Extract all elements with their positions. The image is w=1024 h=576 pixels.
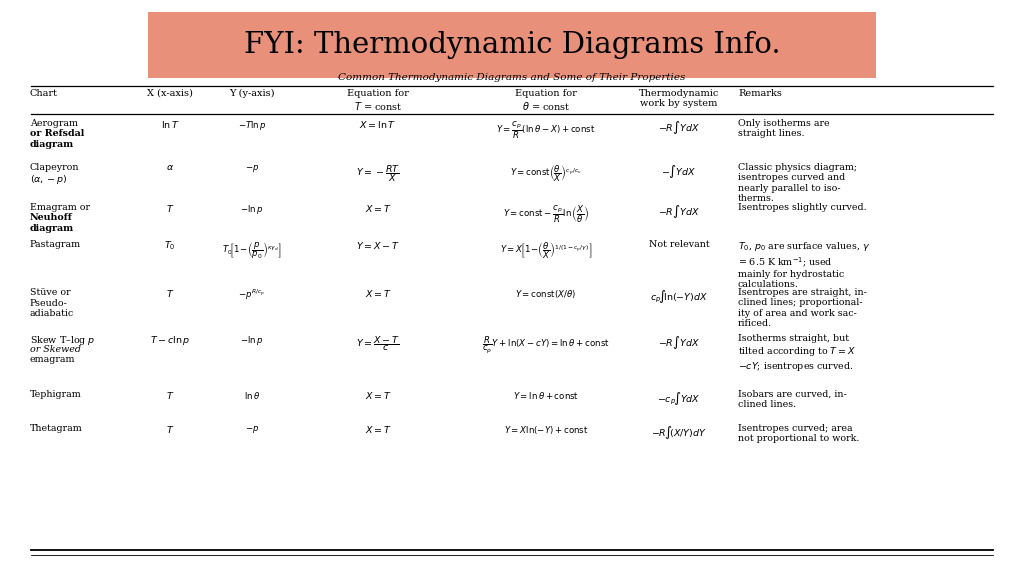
Text: $-p^{R/c_p}$: $-p^{R/c_p}$ bbox=[239, 288, 265, 302]
Text: $-c_p\!\int YdX$: $-c_p\!\int YdX$ bbox=[657, 390, 700, 407]
Text: $Y = \ln\theta + \mathrm{const}$: $Y = \ln\theta + \mathrm{const}$ bbox=[513, 390, 579, 401]
Text: $-\int YdX$: $-\int YdX$ bbox=[662, 163, 696, 180]
Text: $-R\int YdX$: $-R\int YdX$ bbox=[658, 334, 700, 351]
Text: Emagram or: Emagram or bbox=[30, 203, 90, 212]
Text: $X = T$: $X = T$ bbox=[365, 203, 391, 214]
Text: Isentropes curved; area
not proportional to work.: Isentropes curved; area not proportional… bbox=[738, 424, 859, 444]
Text: adiabatic: adiabatic bbox=[30, 309, 75, 318]
Text: $Y = X\ln(-Y) + \mathrm{const}$: $Y = X\ln(-Y) + \mathrm{const}$ bbox=[504, 424, 588, 436]
Text: X (x-axis): X (x-axis) bbox=[147, 89, 193, 98]
Text: $T$: $T$ bbox=[166, 390, 174, 401]
Text: Thetagram: Thetagram bbox=[30, 424, 83, 433]
Text: Pseudo-: Pseudo- bbox=[30, 298, 68, 308]
Text: $X = T$: $X = T$ bbox=[365, 424, 391, 435]
Text: Not relevant: Not relevant bbox=[648, 240, 710, 249]
Text: diagram: diagram bbox=[30, 140, 74, 149]
Text: $X = T$: $X = T$ bbox=[365, 390, 391, 401]
Text: $T$: $T$ bbox=[166, 288, 174, 299]
Text: $-\ln p$: $-\ln p$ bbox=[241, 203, 264, 216]
Text: Y (y-axis): Y (y-axis) bbox=[229, 89, 274, 98]
Text: Isentropes are straight, in-
clined lines; proportional-
ity of area and work sa: Isentropes are straight, in- clined line… bbox=[738, 288, 867, 328]
Text: Common Thermodynamic Diagrams and Some of Their Properties: Common Thermodynamic Diagrams and Some o… bbox=[338, 73, 686, 82]
Text: $-p$: $-p$ bbox=[245, 163, 259, 174]
Text: Isentropes slightly curved.: Isentropes slightly curved. bbox=[738, 203, 866, 212]
Text: Skew T–log $p$: Skew T–log $p$ bbox=[30, 334, 95, 347]
Text: $\alpha$: $\alpha$ bbox=[166, 163, 174, 172]
Text: $T$: $T$ bbox=[166, 424, 174, 435]
Text: $Y = \dfrac{X - T}{c}$: $Y = \dfrac{X - T}{c}$ bbox=[356, 334, 400, 353]
Text: Stüve or: Stüve or bbox=[30, 288, 71, 297]
Text: $Y = X\!\left[1\!-\!\left(\dfrac{\theta}{X}\right)^{1/(1-c_p/\gamma)}\right]$: $Y = X\!\left[1\!-\!\left(\dfrac{\theta}… bbox=[500, 240, 592, 261]
Text: Equation for
$T$ = const: Equation for $T$ = const bbox=[347, 89, 409, 112]
Text: Thermodynamic
work by system: Thermodynamic work by system bbox=[639, 89, 719, 108]
Text: $T_0$: $T_0$ bbox=[164, 240, 176, 252]
Text: $-T\ln p$: $-T\ln p$ bbox=[238, 119, 266, 132]
Text: $T - c\ln p$: $T - c\ln p$ bbox=[150, 334, 190, 347]
Text: diagram: diagram bbox=[30, 224, 74, 233]
Text: Equation for
$\theta$ = const: Equation for $\theta$ = const bbox=[515, 89, 577, 112]
Text: Isobars are curved, in-
clined lines.: Isobars are curved, in- clined lines. bbox=[738, 390, 847, 410]
Text: $-R\int YdX$: $-R\int YdX$ bbox=[658, 119, 700, 136]
Text: $Y = \dfrac{c_p}{R}(\ln\theta - X) + \mathrm{const}$: $Y = \dfrac{c_p}{R}(\ln\theta - X) + \ma… bbox=[497, 119, 596, 141]
Text: $\ln T$: $\ln T$ bbox=[161, 119, 179, 130]
Text: or Skewed: or Skewed bbox=[30, 344, 81, 354]
Text: Aerogram: Aerogram bbox=[30, 119, 78, 128]
Text: $Y = \mathrm{const}(X/\theta)$: $Y = \mathrm{const}(X/\theta)$ bbox=[515, 288, 577, 300]
Text: $-R\!\int\!(X/Y)dY$: $-R\!\int\!(X/Y)dY$ bbox=[651, 424, 707, 441]
Text: Isotherms straight, but
tilted according to $T = X$
$- cY$; isentropes curved.: Isotherms straight, but tilted according… bbox=[738, 334, 856, 373]
Text: Clapeyron: Clapeyron bbox=[30, 163, 80, 172]
Text: $X = T$: $X = T$ bbox=[365, 288, 391, 299]
Text: $T$: $T$ bbox=[166, 203, 174, 214]
Text: Chart: Chart bbox=[30, 89, 58, 98]
Text: $-R\int YdX$: $-R\int YdX$ bbox=[658, 203, 700, 220]
Text: $(\alpha, -p)$: $(\alpha, -p)$ bbox=[30, 173, 68, 187]
Text: emagram: emagram bbox=[30, 355, 76, 364]
Text: $\ln\theta$: $\ln\theta$ bbox=[244, 390, 260, 401]
Text: Tephigram: Tephigram bbox=[30, 390, 82, 399]
Text: Only isotherms are
straight lines.: Only isotherms are straight lines. bbox=[738, 119, 829, 138]
Text: $T_0\!\left[1\!-\!\left(\dfrac{p}{p_0}\right)^{\kappa\gamma_d}\right]$: $T_0\!\left[1\!-\!\left(\dfrac{p}{p_0}\r… bbox=[222, 240, 282, 261]
Text: Neuhoff: Neuhoff bbox=[30, 214, 73, 222]
FancyBboxPatch shape bbox=[148, 12, 876, 78]
Text: FYI: Thermodynamic Diagrams Info.: FYI: Thermodynamic Diagrams Info. bbox=[244, 31, 780, 59]
Text: $-\ln p$: $-\ln p$ bbox=[241, 334, 264, 347]
Text: $Y = -\dfrac{RT}{X}$: $Y = -\dfrac{RT}{X}$ bbox=[356, 163, 400, 184]
Text: Pastagram: Pastagram bbox=[30, 240, 81, 249]
Text: Remarks: Remarks bbox=[738, 89, 782, 98]
Text: $T_0$, $p_0$ are surface values, $\gamma$
= 6.5 K km$^{-1}$; used
mainly for hyd: $T_0$, $p_0$ are surface values, $\gamma… bbox=[738, 240, 870, 290]
Text: Classic physics diagram;
isentropes curved and
nearly parallel to iso-
therms.: Classic physics diagram; isentropes curv… bbox=[738, 163, 857, 203]
Text: $Y = \mathrm{const} - \dfrac{c_p}{R}\ln\left(\dfrac{X}{\theta}\right)$: $Y = \mathrm{const} - \dfrac{c_p}{R}\ln\… bbox=[503, 203, 589, 225]
Text: $Y = X - T$: $Y = X - T$ bbox=[356, 240, 400, 251]
Text: $\dfrac{R}{c_p}Y + \ln(X - cY) = \ln\theta + \mathrm{const}$: $\dfrac{R}{c_p}Y + \ln(X - cY) = \ln\the… bbox=[482, 334, 610, 355]
Text: $X = \ln T$: $X = \ln T$ bbox=[359, 119, 396, 130]
Text: or Refsdal: or Refsdal bbox=[30, 130, 84, 138]
Text: $Y = \mathrm{const}\left(\dfrac{\theta}{X}\right)^{c_p/c_v}$: $Y = \mathrm{const}\left(\dfrac{\theta}{… bbox=[510, 163, 582, 184]
Text: $c_p\!\int\!\ln(-Y)dX$: $c_p\!\int\!\ln(-Y)dX$ bbox=[650, 288, 708, 305]
Text: $-p$: $-p$ bbox=[245, 424, 259, 435]
